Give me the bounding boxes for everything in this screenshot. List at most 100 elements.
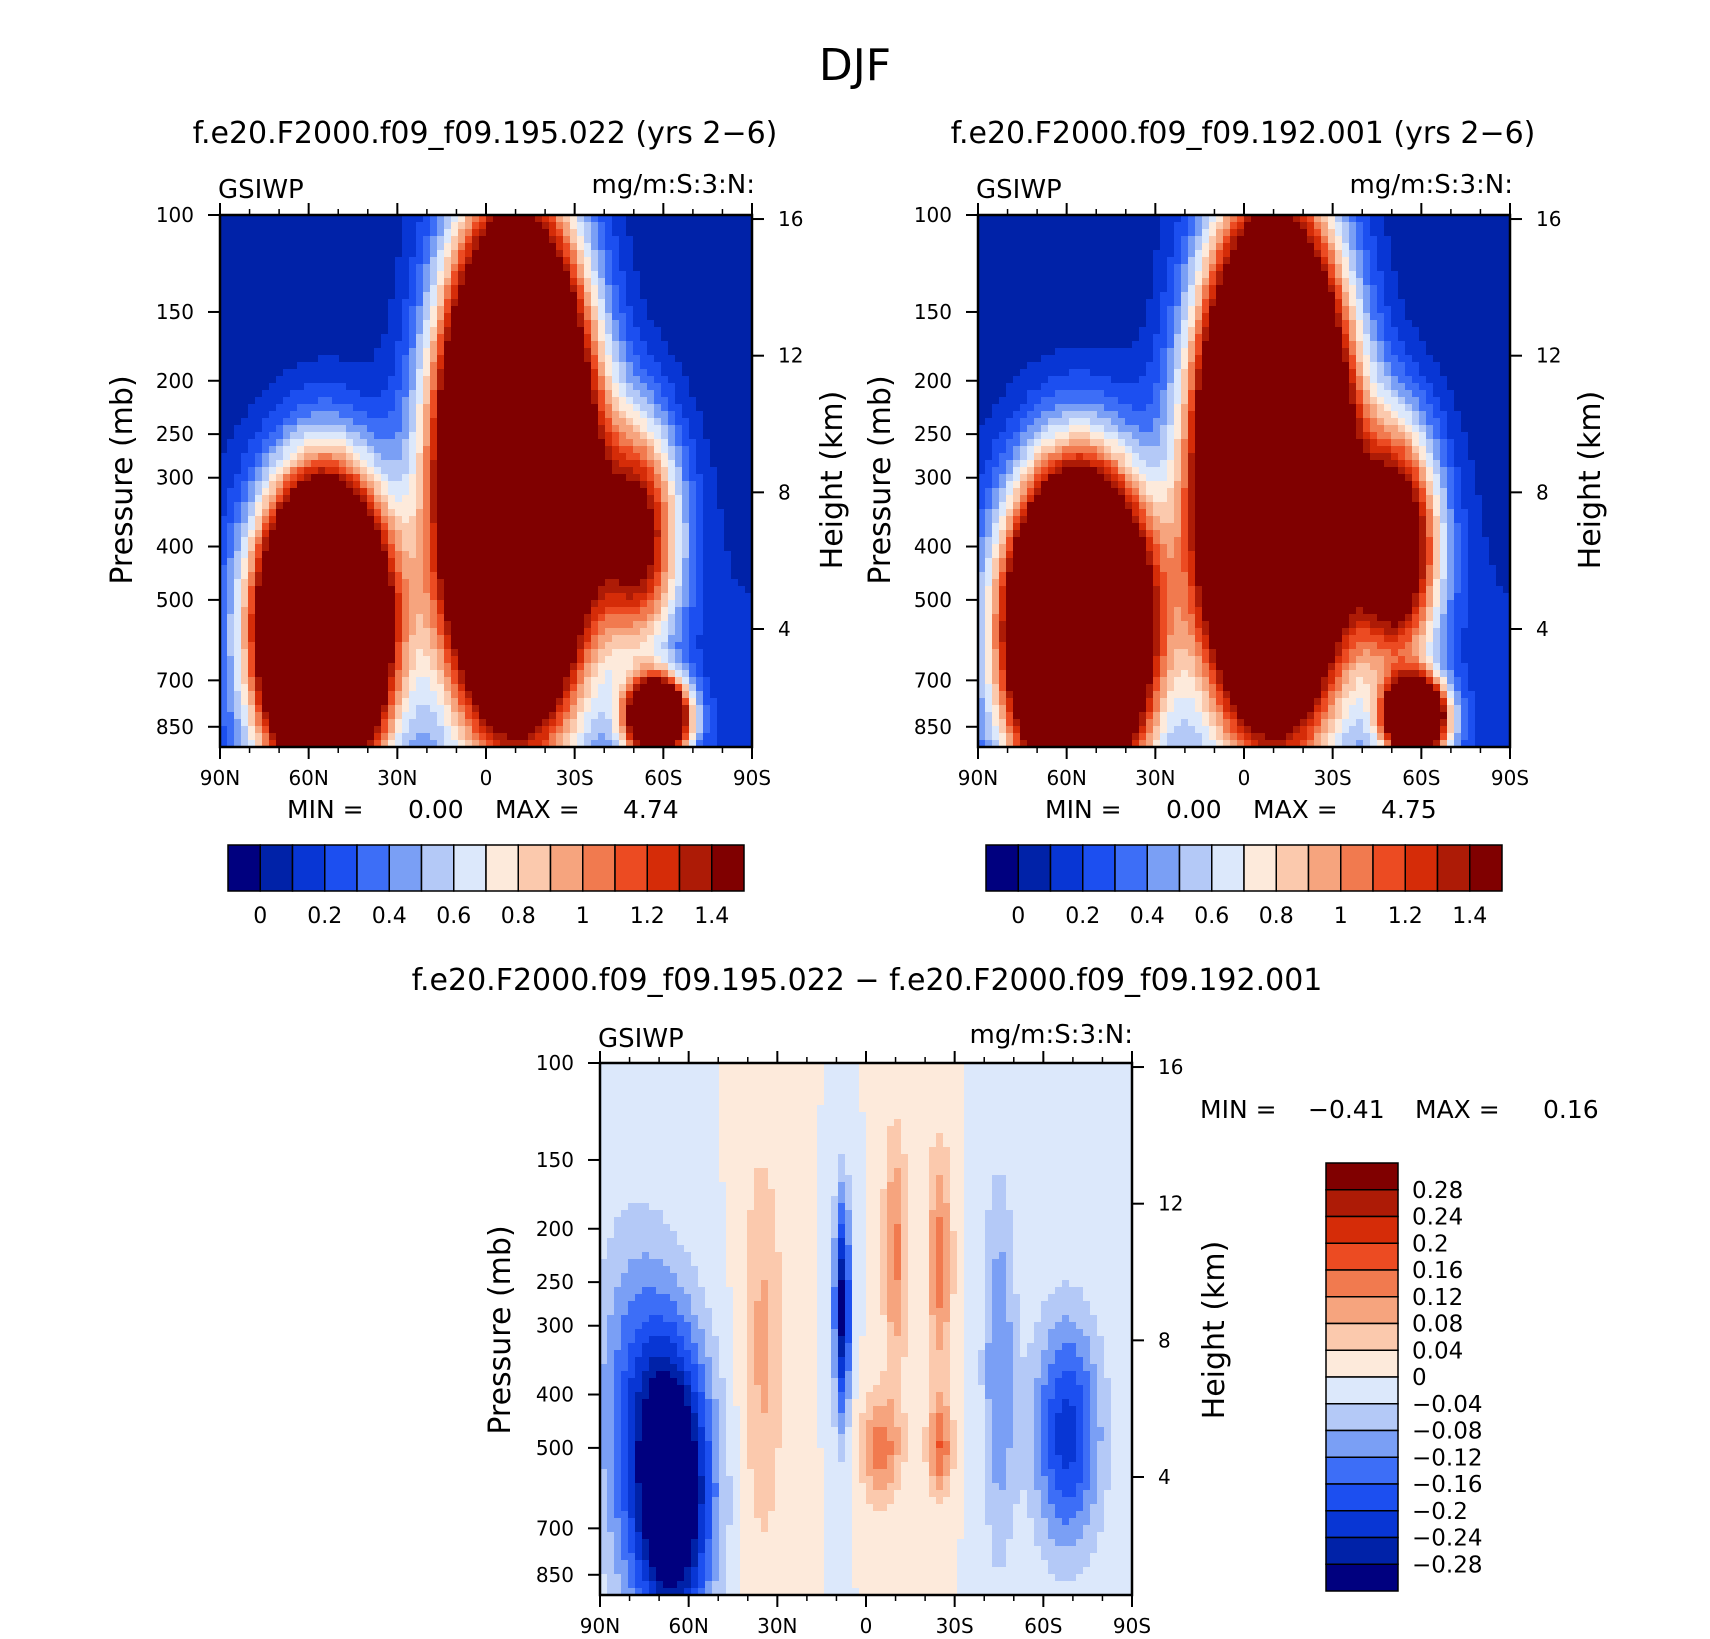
heatmap-cell (472, 348, 480, 356)
heatmap-cell (591, 250, 599, 258)
heatmap-cell (451, 264, 459, 272)
heatmap-cell (395, 229, 403, 237)
heatmap-cell (234, 299, 242, 307)
heatmap-cell (402, 264, 410, 272)
heatmap-cell (416, 250, 424, 258)
heatmap-cell (444, 355, 452, 363)
heatmap-cell (458, 222, 466, 230)
heatmap-cell (731, 355, 739, 363)
heatmap-cell (332, 292, 340, 300)
heatmap-cell (388, 327, 396, 335)
heatmap-cell (556, 257, 564, 265)
heatmap-cell (598, 222, 606, 230)
heatmap-cell (689, 327, 697, 335)
heatmap-cell (640, 243, 648, 251)
heatmap-cell (479, 341, 487, 349)
heatmap-cell (703, 313, 711, 321)
heatmap-cell (227, 355, 235, 363)
heatmap-cell (430, 292, 438, 300)
heatmap-cell (353, 327, 361, 335)
heatmap-cell (332, 264, 340, 272)
heatmap-cell (465, 299, 473, 307)
heatmap-cell (234, 243, 242, 251)
heatmap-cell (458, 229, 466, 237)
heatmap-cell (479, 257, 487, 265)
heatmap-cell (381, 355, 389, 363)
heatmap-cell (409, 278, 417, 286)
heatmap-cell (479, 292, 487, 300)
heatmap-cell (325, 306, 333, 314)
heatmap-cell (381, 236, 389, 244)
heatmap-cell (738, 306, 746, 314)
heatmap-cell (647, 243, 655, 251)
heatmap-cell (227, 313, 235, 321)
heatmap-cell (619, 250, 627, 258)
heatmap-cell (269, 334, 277, 342)
heatmap-cell (269, 243, 277, 251)
heatmap-cell (395, 299, 403, 307)
heatmap-cell (381, 292, 389, 300)
heatmap-cell (283, 236, 291, 244)
heatmap-cell (675, 285, 683, 293)
heatmap-cell (227, 285, 235, 293)
heatmap-cell (227, 306, 235, 314)
heatmap-cell (542, 229, 550, 237)
heatmap-cell (619, 278, 627, 286)
heatmap-cell (507, 306, 515, 314)
heatmap-cell (535, 229, 543, 237)
heatmap-cell (570, 320, 578, 328)
heatmap-cell (472, 285, 480, 293)
heatmap-cell (500, 320, 508, 328)
heatmap-cell (724, 313, 732, 321)
heatmap-cell (703, 306, 711, 314)
heatmap-cell (584, 243, 592, 251)
heatmap-cell (430, 243, 438, 251)
heatmap-cell (514, 243, 522, 251)
heatmap-cell (283, 285, 291, 293)
heatmap-cell (689, 313, 697, 321)
heatmap-cell (409, 236, 417, 244)
heatmap-cell (311, 355, 319, 363)
heatmap-cell (724, 362, 732, 370)
heatmap-cell (514, 313, 522, 321)
heatmap-cell (367, 222, 375, 230)
heatmap-cell (479, 327, 487, 335)
heatmap-cell (290, 278, 298, 286)
heatmap-cell (325, 313, 333, 321)
heatmap-cell (255, 334, 263, 342)
heatmap-cell (486, 299, 494, 307)
heatmap-cell (430, 327, 438, 335)
heatmap-cell (500, 313, 508, 321)
heatmap-cell (241, 257, 249, 265)
heatmap-cell (661, 264, 669, 272)
heatmap-cell (619, 327, 627, 335)
heatmap-cell (577, 229, 585, 237)
heatmap-cell (521, 348, 529, 356)
heatmap-cell (584, 257, 592, 265)
heatmap-cell (444, 229, 452, 237)
heatmap-cell (444, 334, 452, 342)
heatmap-cell (738, 243, 746, 251)
heatmap-cell (556, 313, 564, 321)
heatmap-cell (304, 299, 312, 307)
heatmap-cell (234, 292, 242, 300)
heatmap-cell (248, 313, 256, 321)
heatmap-cell (346, 285, 354, 293)
heatmap-cell (633, 250, 641, 258)
heatmap-cell (451, 250, 459, 258)
heatmap-cell (675, 320, 683, 328)
heatmap-cell (283, 264, 291, 272)
heatmap-cell (549, 348, 557, 356)
heatmap-cell (367, 320, 375, 328)
heatmap-cell (388, 236, 396, 244)
heatmap-cell (696, 250, 704, 258)
heatmap-cell (717, 222, 725, 230)
heatmap-cell (675, 250, 683, 258)
heatmap-cell (276, 362, 284, 370)
heatmap-cell (360, 334, 368, 342)
heatmap-cell (325, 285, 333, 293)
heatmap-cell (395, 292, 403, 300)
heatmap-cell (668, 348, 676, 356)
heatmap-cell (332, 250, 340, 258)
heatmap-cell (332, 271, 340, 279)
